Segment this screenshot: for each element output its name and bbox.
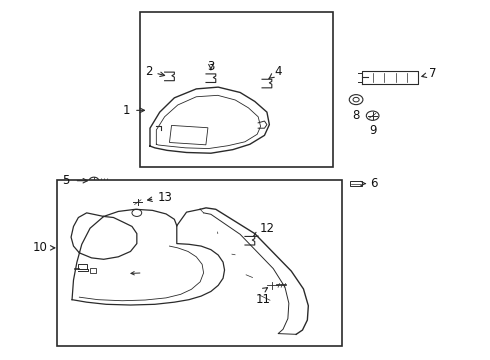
Bar <box>170 125 208 145</box>
Bar <box>78 264 87 269</box>
Text: 2: 2 <box>145 65 165 78</box>
Text: 6: 6 <box>370 177 378 190</box>
Text: 5: 5 <box>62 174 70 187</box>
Bar <box>90 268 96 273</box>
Bar <box>140 12 333 167</box>
Text: 10: 10 <box>33 241 48 255</box>
Text: 12: 12 <box>253 222 274 237</box>
Text: 3: 3 <box>207 60 215 73</box>
Text: 7: 7 <box>422 67 437 80</box>
Text: 13: 13 <box>147 191 172 204</box>
Text: 9: 9 <box>369 124 376 137</box>
Bar <box>350 181 362 186</box>
Bar <box>57 180 343 346</box>
Text: 1: 1 <box>123 104 130 117</box>
Text: 4: 4 <box>269 65 282 78</box>
Text: 11: 11 <box>256 293 271 306</box>
Text: 8: 8 <box>352 109 360 122</box>
